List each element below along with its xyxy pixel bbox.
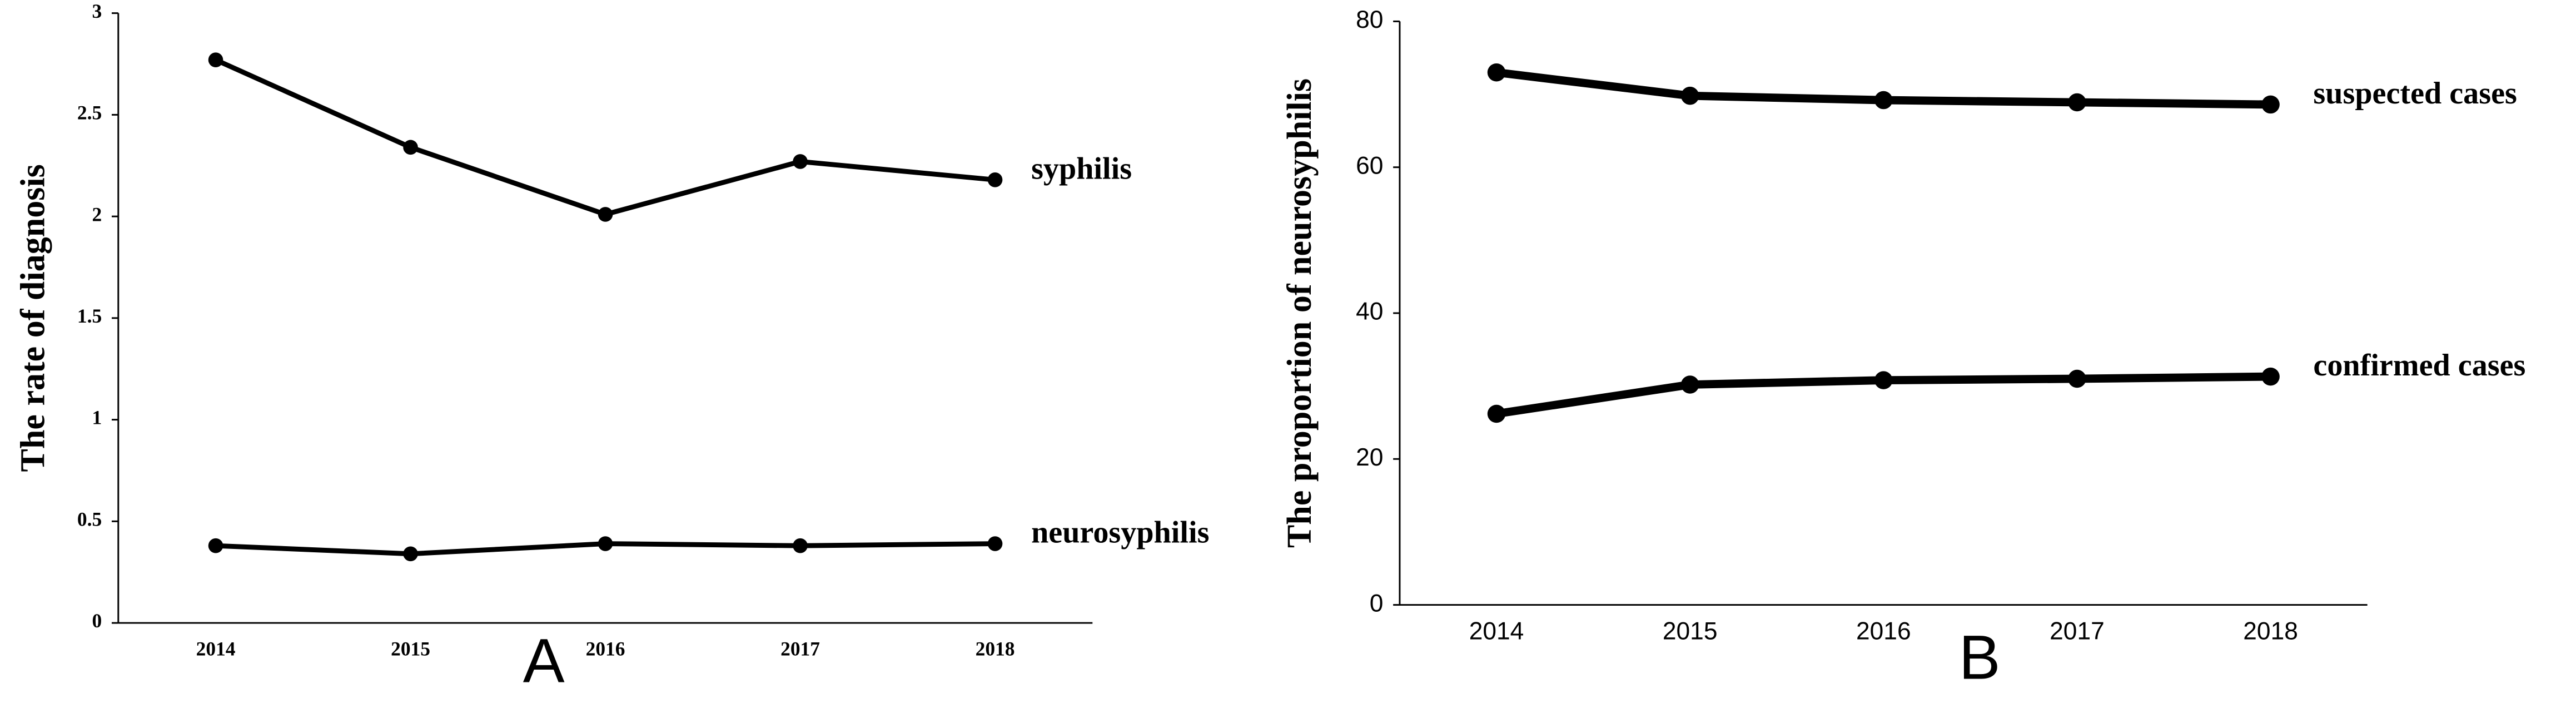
data-point <box>1487 63 1506 82</box>
x-tick-label: 2017 <box>780 637 820 660</box>
x-tick-label: 2015 <box>391 637 430 660</box>
y-tick-label: 3 <box>92 0 102 22</box>
data-point <box>2261 367 2280 386</box>
data-point <box>2068 369 2086 388</box>
data-point <box>208 52 223 68</box>
y-tick-label: 1.5 <box>77 305 102 327</box>
data-point <box>403 546 418 562</box>
y-axis-label: The rate of diagnosis <box>14 164 52 472</box>
y-axis-label: The proportion of neurosyphilis <box>1281 78 1319 548</box>
y-tick-label: 0.5 <box>77 508 102 530</box>
data-point <box>598 536 613 551</box>
x-tick-label: 2015 <box>1663 618 1718 645</box>
y-tick-label: 80 <box>1356 6 1383 33</box>
series-label: neurosyphilis <box>1031 516 1209 550</box>
y-tick-label: 20 <box>1356 444 1383 471</box>
data-point <box>403 140 418 155</box>
x-tick-label: 2016 <box>1856 618 1911 645</box>
data-point <box>793 154 808 169</box>
data-point <box>987 536 1003 551</box>
series-label: suspected cases <box>2313 76 2517 111</box>
data-point <box>1680 375 1699 394</box>
data-point <box>1874 91 1893 110</box>
series-label: syphilis <box>1031 151 1132 186</box>
x-tick-label: 2014 <box>196 637 236 660</box>
y-tick-label: 0 <box>1370 590 1384 617</box>
y-tick-label: 2 <box>92 203 102 225</box>
y-tick-label: 2.5 <box>77 102 102 124</box>
data-point <box>208 538 223 553</box>
data-point <box>793 538 808 553</box>
x-tick-label: 2016 <box>586 637 625 660</box>
data-point <box>1487 404 1506 423</box>
data-point <box>1874 371 1893 389</box>
x-tick-label: 2018 <box>976 637 1015 660</box>
x-tick-label: 2017 <box>2050 618 2105 645</box>
x-tick-label: 2018 <box>2243 618 2298 645</box>
y-tick-label: 0 <box>92 610 102 632</box>
panel-label: A <box>523 626 565 696</box>
data-point <box>987 172 1003 187</box>
y-tick-label: 1 <box>92 407 102 429</box>
series-line <box>215 57 996 217</box>
series-label: confirmed cases <box>2313 348 2525 383</box>
panel-label: B <box>1959 622 2001 692</box>
data-point <box>2068 93 2086 112</box>
y-tick-label: 60 <box>1356 152 1383 179</box>
data-point <box>2261 95 2280 114</box>
x-tick-label: 2014 <box>1469 618 1524 645</box>
data-point <box>598 207 613 222</box>
data-point <box>1680 86 1699 105</box>
y-tick-label: 40 <box>1356 298 1383 325</box>
